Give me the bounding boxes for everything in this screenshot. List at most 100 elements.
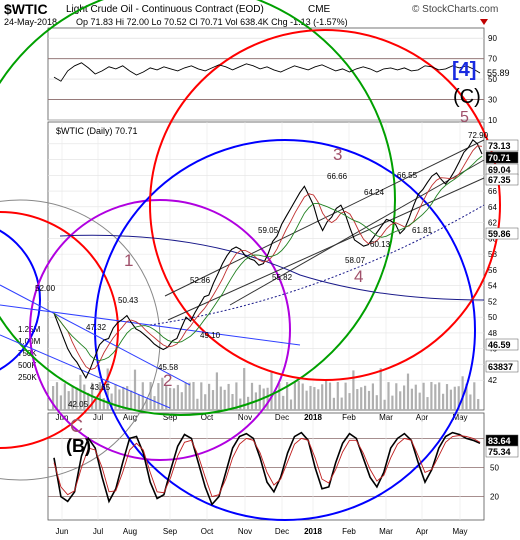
volume-bar (55, 382, 59, 410)
volume-bar (71, 385, 74, 410)
right-axis-badge-text: 70.71 (488, 153, 511, 163)
volume-bar (192, 382, 195, 410)
volume-bar (473, 382, 476, 410)
volume-bar (270, 371, 273, 410)
lower-k-line (53, 431, 481, 506)
volume-bar (286, 382, 289, 410)
volume-bar (188, 382, 191, 410)
price-tick-label: 66 (488, 187, 497, 196)
lower-d-line (53, 435, 481, 498)
volume-bar (352, 370, 355, 410)
volume-bar (262, 388, 265, 410)
wave-label: 2 (163, 371, 172, 390)
price-label: 60.13 (370, 240, 391, 249)
volume-bar (184, 382, 187, 410)
volume-bar (98, 382, 101, 410)
volume-bar (75, 387, 78, 410)
channel-mid (229, 159, 485, 306)
price-label: 43.65 (90, 383, 111, 392)
volume-bar (87, 392, 90, 410)
right-axis-badge-box (485, 173, 519, 186)
volume-bar (110, 393, 113, 410)
volume-bar (137, 394, 140, 410)
volume-bar (313, 387, 316, 410)
volume-bar (332, 397, 335, 410)
lower-x-tick-label: Oct (201, 527, 214, 536)
volume-bar (445, 384, 449, 410)
lower-annotation-b: (B) (66, 436, 91, 456)
right-axis-badge-box (485, 338, 519, 351)
volume-bar (67, 391, 70, 410)
volume-bar (176, 384, 179, 410)
lower-x-tick-label: Jun (56, 527, 69, 536)
volume-bar (461, 376, 464, 410)
volume-bar (410, 388, 413, 410)
price-tick-label: 64 (488, 203, 497, 212)
volume-bar (200, 382, 203, 410)
volume-bar (122, 386, 125, 410)
price-label: 47.32 (86, 323, 107, 332)
moving-averages (53, 145, 483, 371)
volume-bar (59, 395, 62, 410)
volume-bar (250, 382, 254, 410)
lower-badge-box (485, 445, 519, 458)
price-label: 55.82 (272, 273, 293, 282)
price-label: 45.58 (158, 363, 179, 372)
right-axis-badge-box (485, 227, 519, 240)
price-label: 50.43 (118, 296, 139, 305)
volume-bar (106, 368, 109, 410)
upper-tick-label: 10 (488, 116, 497, 125)
lower-x-tick-label: Jul (93, 527, 103, 536)
chart-stats: Op 71.83 Hi 72.00 Lo 70.52 Cl 70.71 Vol … (76, 17, 348, 27)
upper-last-value: 55.89 (487, 68, 510, 78)
volume-bar (325, 379, 328, 410)
volume-bar (208, 383, 211, 410)
upper-indicator-grid: 90 70 50 30 10 (48, 34, 497, 125)
chart-date: 24-May-2018 (4, 17, 57, 27)
blue-arc-left (0, 229, 41, 371)
volume-bar (169, 387, 172, 410)
price-label: 61.81 (412, 226, 433, 235)
price-label: 52.86 (190, 276, 211, 285)
volume-bar (172, 388, 176, 410)
volume-tick-label: 750K (18, 349, 37, 358)
volume-bar (317, 389, 320, 410)
right-axis-badge-text: 59.86 (488, 229, 511, 239)
price-panel (47, 121, 485, 411)
upper-tick-label: 90 (488, 34, 497, 43)
volume-bar (153, 396, 156, 410)
volume-bar (391, 395, 394, 410)
volume-bar (196, 398, 199, 410)
volume-bar (356, 389, 359, 410)
price-tick-label: 62 (488, 219, 497, 228)
volume-bar (204, 394, 207, 410)
wave-label: 1 (124, 251, 133, 270)
volume-bar (406, 373, 410, 410)
volume-bar (364, 385, 367, 410)
volume-bar (328, 382, 332, 410)
lower-tick-label: 50 (490, 464, 499, 473)
volume-bar (438, 382, 441, 410)
price-label: 42.05 (68, 400, 89, 409)
purple-arc (29, 199, 291, 461)
right-axis-badge-box (485, 139, 519, 152)
volume-bar (282, 395, 285, 410)
right-axis-badge-text: 67.35 (488, 175, 511, 185)
price-x-tick-label: Oct (201, 413, 214, 422)
volume-bar (266, 387, 269, 410)
volume-bar (293, 382, 296, 410)
volume-bar (336, 382, 339, 410)
volume-bar (414, 384, 417, 410)
volume-bar (367, 390, 371, 410)
upper-annotation-c: (C) (453, 86, 481, 108)
volume-bar (418, 392, 421, 410)
volume-bar (426, 397, 429, 410)
volume-bar (239, 398, 242, 410)
volume-bar (63, 383, 66, 410)
right-axis-badge: 59.86 (485, 227, 519, 240)
right-axis-badge-box (485, 360, 519, 373)
right-axis-badge-text: 73.13 (488, 141, 511, 151)
price-tick-label: 50 (488, 313, 497, 322)
lower-badge-text: 75.34 (488, 447, 511, 457)
